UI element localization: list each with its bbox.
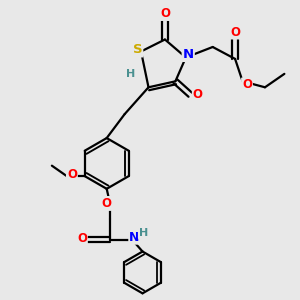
Text: S: S [133,44,142,56]
Text: O: O [231,26,241,38]
Text: O: O [242,78,252,92]
Text: N: N [183,48,194,61]
Text: O: O [77,232,87,244]
Text: H: H [126,69,135,79]
Text: O: O [67,168,77,181]
Text: H: H [139,228,148,238]
Text: O: O [101,197,111,210]
Text: N: N [129,231,140,244]
Text: O: O [160,7,170,20]
Text: O: O [193,88,203,101]
